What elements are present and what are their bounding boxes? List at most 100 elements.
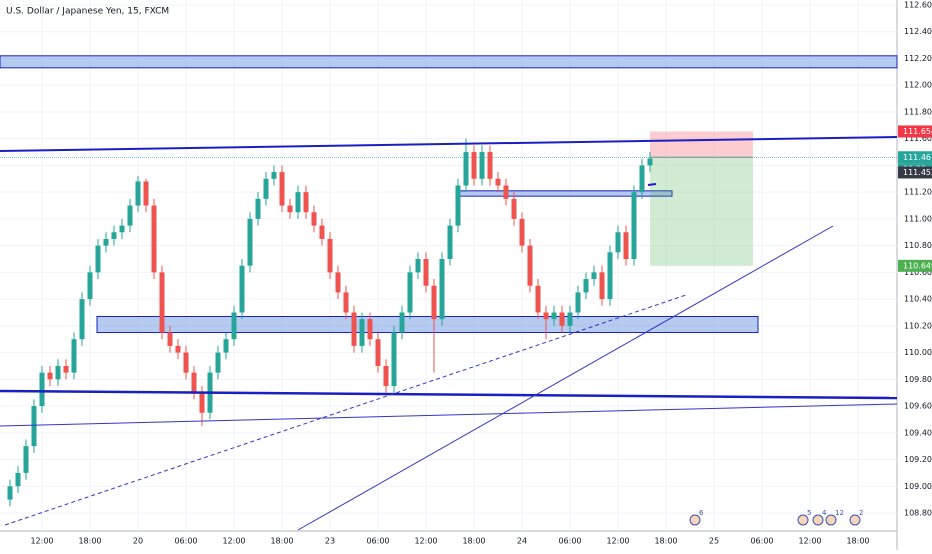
y-tick-label: 112.000: [904, 81, 932, 90]
x-tick-label: 06:00: [750, 537, 773, 546]
candle-body: [527, 245, 533, 286]
x-tick-label: 12:00: [30, 537, 53, 546]
candle-body: [127, 205, 133, 226]
price-label-box: [898, 151, 932, 164]
candle-body: [447, 225, 453, 259]
trendline: [0, 136, 898, 152]
x-tick-label: 06:00: [174, 537, 197, 546]
candle-body: [143, 181, 149, 206]
y-tick-label: 108.800: [904, 509, 932, 518]
candle-body: [311, 212, 317, 226]
x-tick-label: 12:00: [606, 537, 629, 546]
candle-body: [159, 272, 165, 333]
candle-body: [151, 205, 157, 273]
price-label: 111.452: [903, 168, 932, 177]
candle-body: [375, 339, 381, 366]
candle-body: [167, 332, 173, 346]
candle-body: [607, 252, 613, 300]
candle-body: [559, 312, 565, 326]
x-tick-label: 18:00: [654, 537, 677, 546]
candle-body: [55, 365, 61, 380]
y-tick-label: 112.200: [904, 54, 932, 63]
candle-body: [623, 232, 629, 259]
candle-body: [639, 165, 645, 193]
candle-body: [575, 292, 581, 313]
candle-body: [391, 332, 397, 386]
y-tick-label: 110.600: [904, 268, 932, 277]
x-tick-label: 12:00: [222, 537, 245, 546]
candle-body: [87, 272, 93, 300]
y-tick-label: 110.400: [904, 295, 932, 304]
candle-body: [407, 272, 413, 313]
price-label: 110.649: [903, 261, 932, 270]
y-tick-label: 111.800: [904, 107, 932, 116]
price-label-box: [898, 125, 932, 138]
price-label: 111.654: [903, 127, 932, 136]
y-tick-label: 109.800: [904, 375, 932, 384]
candle-body: [119, 225, 125, 233]
x-tick-label: 20: [133, 537, 143, 546]
event-count: 6: [699, 509, 704, 517]
candle-body: [255, 198, 261, 219]
candle-body: [471, 152, 477, 179]
x-tick-label: 25: [709, 537, 719, 546]
candle-body: [479, 152, 485, 179]
candle-body: [63, 365, 69, 373]
x-tick-label: 06:00: [558, 537, 581, 546]
candle-body: [319, 225, 325, 239]
candle-body: [295, 192, 301, 213]
price-label: 111.461: [903, 153, 932, 162]
zone: [0, 55, 898, 69]
candle-body: [175, 345, 181, 353]
y-tick-label: 110.000: [904, 348, 932, 357]
candle-body: [287, 205, 293, 213]
y-tick-label: 109.400: [904, 428, 932, 437]
candle-body: [503, 185, 509, 199]
chart-title: U.S. Dollar / Japanese Yen, 15, FXCM: [6, 7, 169, 17]
trendline: [0, 403, 898, 427]
trendline: [4, 294, 687, 526]
candle-body: [15, 472, 21, 487]
y-tick-label: 111.600: [904, 134, 932, 143]
trendline: [0, 389, 898, 400]
price-axis: [897, 0, 932, 550]
y-tick-label: 110.200: [904, 321, 932, 330]
candle-body: [543, 312, 549, 320]
candle-body: [567, 312, 573, 326]
candle-body: [263, 178, 269, 199]
candle-body: [223, 339, 229, 353]
trendline: [297, 225, 834, 531]
price-label-box: [898, 259, 932, 272]
event-icon: [849, 514, 861, 526]
candle-body: [271, 172, 277, 179]
candle-body: [551, 312, 557, 320]
stop-zone: [650, 131, 753, 158]
candle-body: [95, 245, 101, 273]
candle-body: [359, 319, 365, 346]
candle-body: [511, 198, 517, 219]
candle-body: [239, 265, 245, 313]
x-tick-label: 24: [517, 537, 527, 546]
x-tick-label: 18:00: [78, 537, 101, 546]
candle-body: [591, 272, 597, 280]
candle-body: [415, 259, 421, 273]
candle-body: [583, 279, 589, 293]
candle-body: [71, 339, 77, 373]
y-tick-label: 112.600: [904, 1, 932, 10]
y-tick-label: 109.600: [904, 402, 932, 411]
candle-body: [423, 259, 429, 286]
candle-body: [615, 232, 621, 253]
candle-body: [279, 172, 285, 206]
candle-body: [199, 392, 205, 413]
candle-body: [31, 406, 37, 447]
event-icon: [812, 514, 824, 526]
candle-body: [103, 238, 109, 246]
candle-body: [399, 312, 405, 333]
candle-body: [631, 192, 637, 259]
candle-body: [183, 352, 189, 373]
event-icon: [797, 514, 809, 526]
candle-body: [303, 192, 309, 213]
zone: [96, 315, 759, 334]
candle-body: [23, 446, 29, 473]
